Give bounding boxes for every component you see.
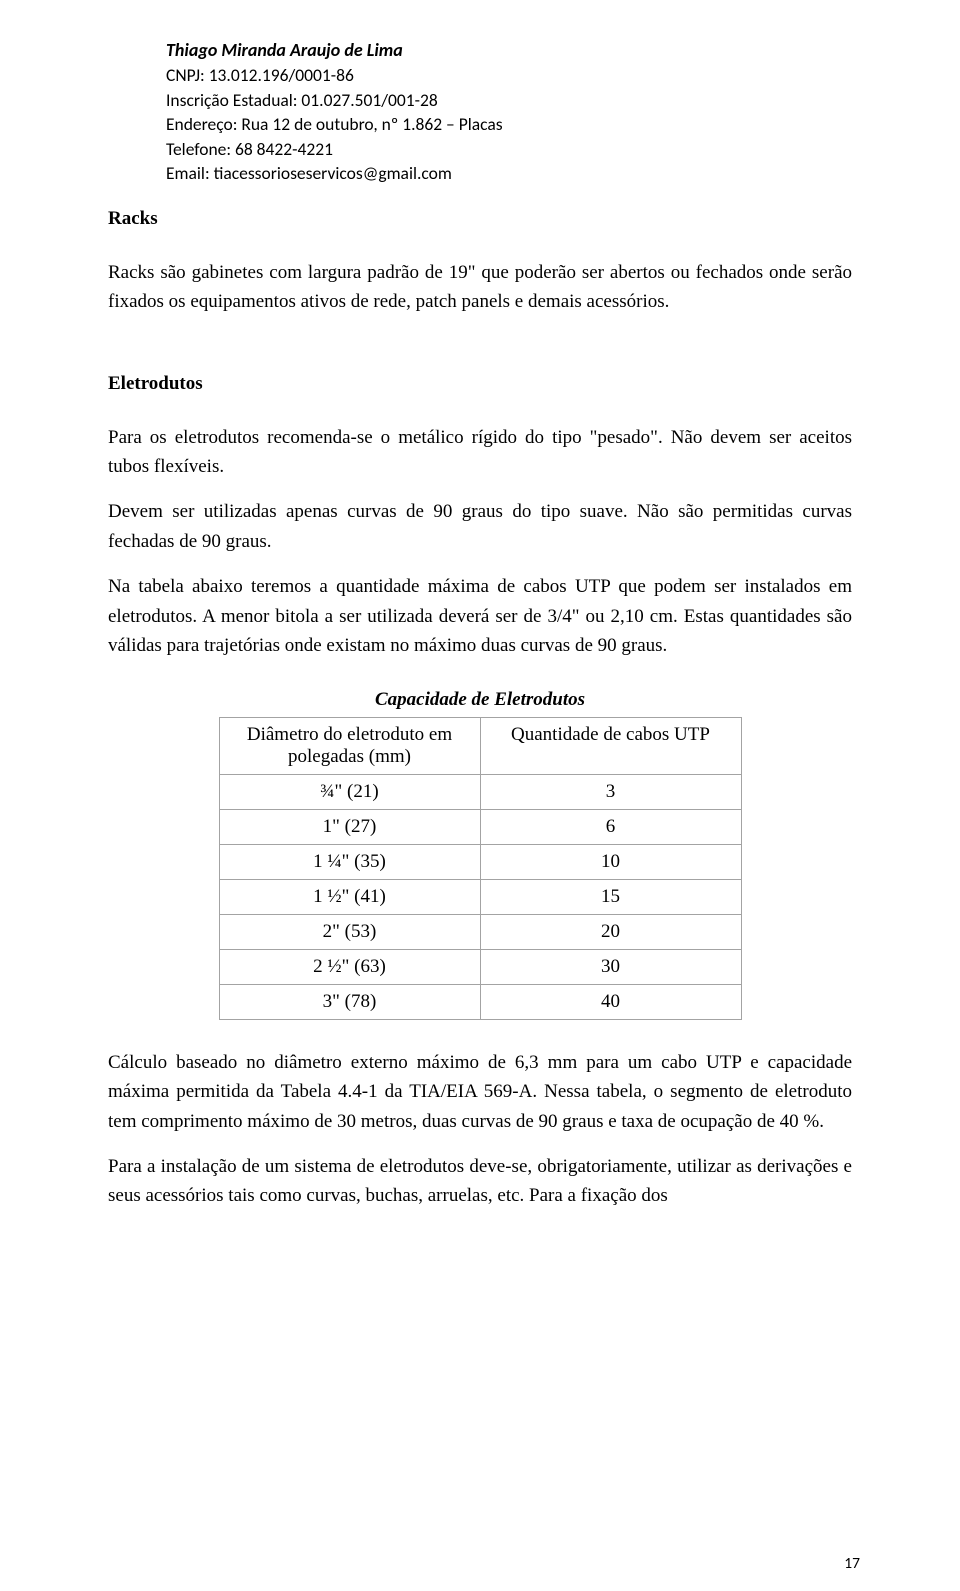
eletrodutos-p2: Devem ser utilizadas apenas curvas de 90…: [108, 497, 852, 556]
company-name: Thiago Miranda Araujo de Lima: [166, 38, 852, 63]
document-page: Thiago Miranda Araujo de Lima CNPJ: 13.0…: [0, 0, 960, 1591]
eletrodutos-p1: Para os eletrodutos recomenda-se o metál…: [108, 423, 852, 482]
company-email: Email: tiacessorioseservicos@gmail.com: [166, 161, 852, 186]
table-row: 1" (27) 6: [219, 809, 741, 844]
table-row: 3" (78) 40: [219, 984, 741, 1019]
company-inscricao: Inscrição Estadual: 01.027.501/001-28: [166, 88, 852, 113]
section-title-eletrodutos: Eletrodutos: [108, 373, 852, 395]
table-cell-quantity: 6: [480, 809, 741, 844]
page-number: 17: [844, 1554, 860, 1573]
table-cell-quantity: 15: [480, 879, 741, 914]
capacity-table: Diâmetro do eletroduto em polegadas (mm)…: [219, 717, 742, 1020]
section-title-racks: Racks: [108, 208, 852, 230]
table-col-diameter: Diâmetro do eletroduto em polegadas (mm): [219, 717, 480, 774]
eletrodutos-p3: Na tabela abaixo teremos a quantidade má…: [108, 572, 852, 660]
table-cell-quantity: 3: [480, 774, 741, 809]
table-cell-quantity: 40: [480, 984, 741, 1019]
table-cell-diameter: ¾" (21): [219, 774, 480, 809]
post-table-p1: Cálculo baseado no diâmetro externo máxi…: [108, 1048, 852, 1136]
company-endereco: Endereço: Rua 12 de outubro, nº 1.862 – …: [166, 112, 852, 137]
table-cell-quantity: 10: [480, 844, 741, 879]
table-row: 1 ¼" (35) 10: [219, 844, 741, 879]
table-cell-quantity: 20: [480, 914, 741, 949]
table-cell-diameter: 2 ½" (63): [219, 949, 480, 984]
table-col-quantity: Quantidade de cabos UTP: [480, 717, 741, 774]
post-table-p2: Para a instalação de um sistema de eletr…: [108, 1152, 852, 1211]
table-row: 1 ½" (41) 15: [219, 879, 741, 914]
table-cell-diameter: 2" (53): [219, 914, 480, 949]
table-row: 2 ½" (63) 30: [219, 949, 741, 984]
letterhead: Thiago Miranda Araujo de Lima CNPJ: 13.0…: [108, 0, 852, 186]
company-cnpj: CNPJ: 13.012.196/0001-86: [166, 63, 852, 88]
table-cell-diameter: 3" (78): [219, 984, 480, 1019]
table-caption: Capacidade de Eletrodutos: [108, 689, 852, 711]
table-header-row: Diâmetro do eletroduto em polegadas (mm)…: [219, 717, 741, 774]
racks-paragraph: Racks são gabinetes com largura padrão d…: [108, 258, 852, 317]
table-cell-diameter: 1" (27): [219, 809, 480, 844]
table-cell-diameter: 1 ¼" (35): [219, 844, 480, 879]
table-row: ¾" (21) 3: [219, 774, 741, 809]
company-telefone: Telefone: 68 8422-4221: [166, 137, 852, 162]
table-cell-diameter: 1 ½" (41): [219, 879, 480, 914]
table-cell-quantity: 30: [480, 949, 741, 984]
table-row: 2" (53) 20: [219, 914, 741, 949]
